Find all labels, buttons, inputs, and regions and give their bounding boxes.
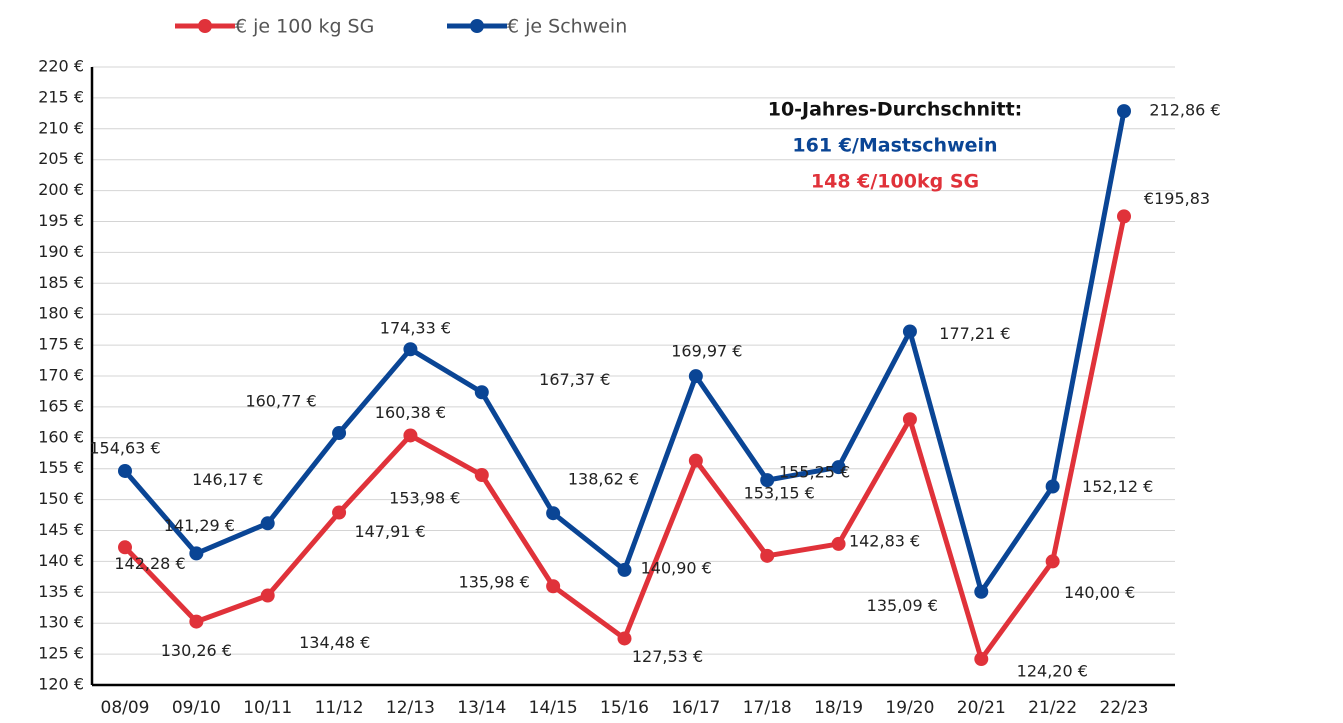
data-point <box>475 468 489 482</box>
x-tick-label: 08/09 <box>101 698 150 718</box>
data-label: 141,29 € <box>164 516 235 535</box>
data-label: 142,28 € <box>114 554 185 573</box>
data-point <box>261 516 275 530</box>
x-tick-label: 14/15 <box>529 698 578 718</box>
y-tick-label: 140 € <box>38 551 84 570</box>
annotation: 10-Jahres-Durchschnitt: <box>768 99 1023 121</box>
data-label: 167,37 € <box>539 370 610 389</box>
y-tick-label: 125 € <box>38 644 84 663</box>
data-label: 174,33 € <box>380 319 451 338</box>
data-point <box>832 537 846 551</box>
y-tick-label: 145 € <box>38 520 84 539</box>
data-label: 138,62 € <box>568 469 639 488</box>
data-point <box>403 342 417 356</box>
data-point <box>118 464 132 478</box>
legend-label: € je 100 kg SG <box>235 16 374 38</box>
data-point <box>1046 554 1060 568</box>
data-label: 155,25 € <box>779 463 850 482</box>
y-tick-label: 180 € <box>38 304 84 323</box>
data-point <box>118 540 132 554</box>
data-point <box>903 412 917 426</box>
data-point <box>546 506 560 520</box>
y-tick-label: 200 € <box>38 180 84 199</box>
data-label: 212,86 € <box>1149 101 1220 120</box>
x-tick-label: 10/11 <box>243 698 292 718</box>
data-point <box>332 506 346 520</box>
y-tick-label: 185 € <box>38 273 84 292</box>
y-tick-label: 175 € <box>38 335 84 354</box>
data-label: 147,91 € <box>354 522 425 541</box>
annotation: 148 €/100kg SG <box>811 171 979 193</box>
annotation: 161 €/Mastschwein <box>792 135 997 157</box>
data-label: 130,26 € <box>161 641 232 660</box>
y-tick-label: 215 € <box>38 87 84 106</box>
x-tick-label: 21/22 <box>1028 698 1077 718</box>
data-label: 140,00 € <box>1064 583 1135 602</box>
data-label: 160,77 € <box>245 392 316 411</box>
data-point <box>618 563 632 577</box>
data-label: 146,17 € <box>192 470 263 489</box>
y-tick-label: 195 € <box>38 211 84 230</box>
data-label: 142,83 € <box>849 531 920 550</box>
data-label: 152,12 € <box>1082 477 1153 496</box>
chart: 120 € 125 € 130 € 135 € 140 € 145 € 150 € 155 €… <box>0 0 1343 723</box>
y-tick-label: 220 € <box>38 57 84 76</box>
y-tick-label: 135 € <box>38 582 84 601</box>
y-tick-label: 130 € <box>38 613 84 632</box>
data-label: 135,09 € <box>867 596 938 615</box>
data-point <box>261 589 275 603</box>
data-label: 140,90 € <box>641 558 712 577</box>
data-point <box>475 385 489 399</box>
data-point <box>1117 104 1131 118</box>
data-label: 153,98 € <box>389 489 460 508</box>
data-point <box>403 428 417 442</box>
x-tick-label: 11/12 <box>315 698 364 718</box>
data-point <box>689 454 703 468</box>
x-tick-label: 12/13 <box>386 698 435 718</box>
data-point <box>1117 209 1131 223</box>
x-tick-label: 13/14 <box>457 698 506 718</box>
data-label: 154,63 € <box>89 438 160 457</box>
y-tick-label: 170 € <box>38 366 84 385</box>
y-tick-label: 150 € <box>38 489 84 508</box>
data-point <box>1046 479 1060 493</box>
data-label: 153,15 € <box>744 484 815 503</box>
data-point <box>903 324 917 338</box>
x-tick-label: 20/21 <box>957 698 1006 718</box>
data-point <box>760 549 774 563</box>
data-label: 124,20 € <box>1017 662 1088 681</box>
data-point <box>189 615 203 629</box>
x-tick-label: 09/10 <box>172 698 221 718</box>
data-label: 169,97 € <box>671 342 742 361</box>
data-point <box>546 579 560 593</box>
x-tick-label: 22/23 <box>1100 698 1149 718</box>
data-label: 134,48 € <box>299 633 370 652</box>
x-tick-label: 19/20 <box>885 698 934 718</box>
y-tick-label: 205 € <box>38 149 84 168</box>
legend-marker <box>470 19 484 33</box>
legend-label: € je Schwein <box>507 16 627 38</box>
data-point <box>332 426 346 440</box>
data-label: 177,21 € <box>939 324 1010 343</box>
data-label: 135,98 € <box>459 573 530 592</box>
data-point <box>689 369 703 383</box>
data-label: €195,83 <box>1144 189 1210 208</box>
data-point <box>974 652 988 666</box>
legend-marker <box>198 19 212 33</box>
y-tick-label: 190 € <box>38 242 84 261</box>
y-tick-label: 155 € <box>38 458 84 477</box>
data-point <box>189 546 203 560</box>
y-tick-label: 165 € <box>38 396 84 415</box>
x-tick-label: 16/17 <box>671 698 720 718</box>
x-tick-label: 15/16 <box>600 698 649 718</box>
data-point <box>618 631 632 645</box>
data-label: 127,53 € <box>632 647 703 666</box>
x-tick-label: 17/18 <box>743 698 792 718</box>
y-tick-label: 160 € <box>38 427 84 446</box>
data-point <box>974 585 988 599</box>
y-tick-label: 210 € <box>38 118 84 137</box>
data-label: 160,38 € <box>375 403 446 422</box>
y-tick-label: 120 € <box>38 675 84 694</box>
x-tick-label: 18/19 <box>814 698 863 718</box>
